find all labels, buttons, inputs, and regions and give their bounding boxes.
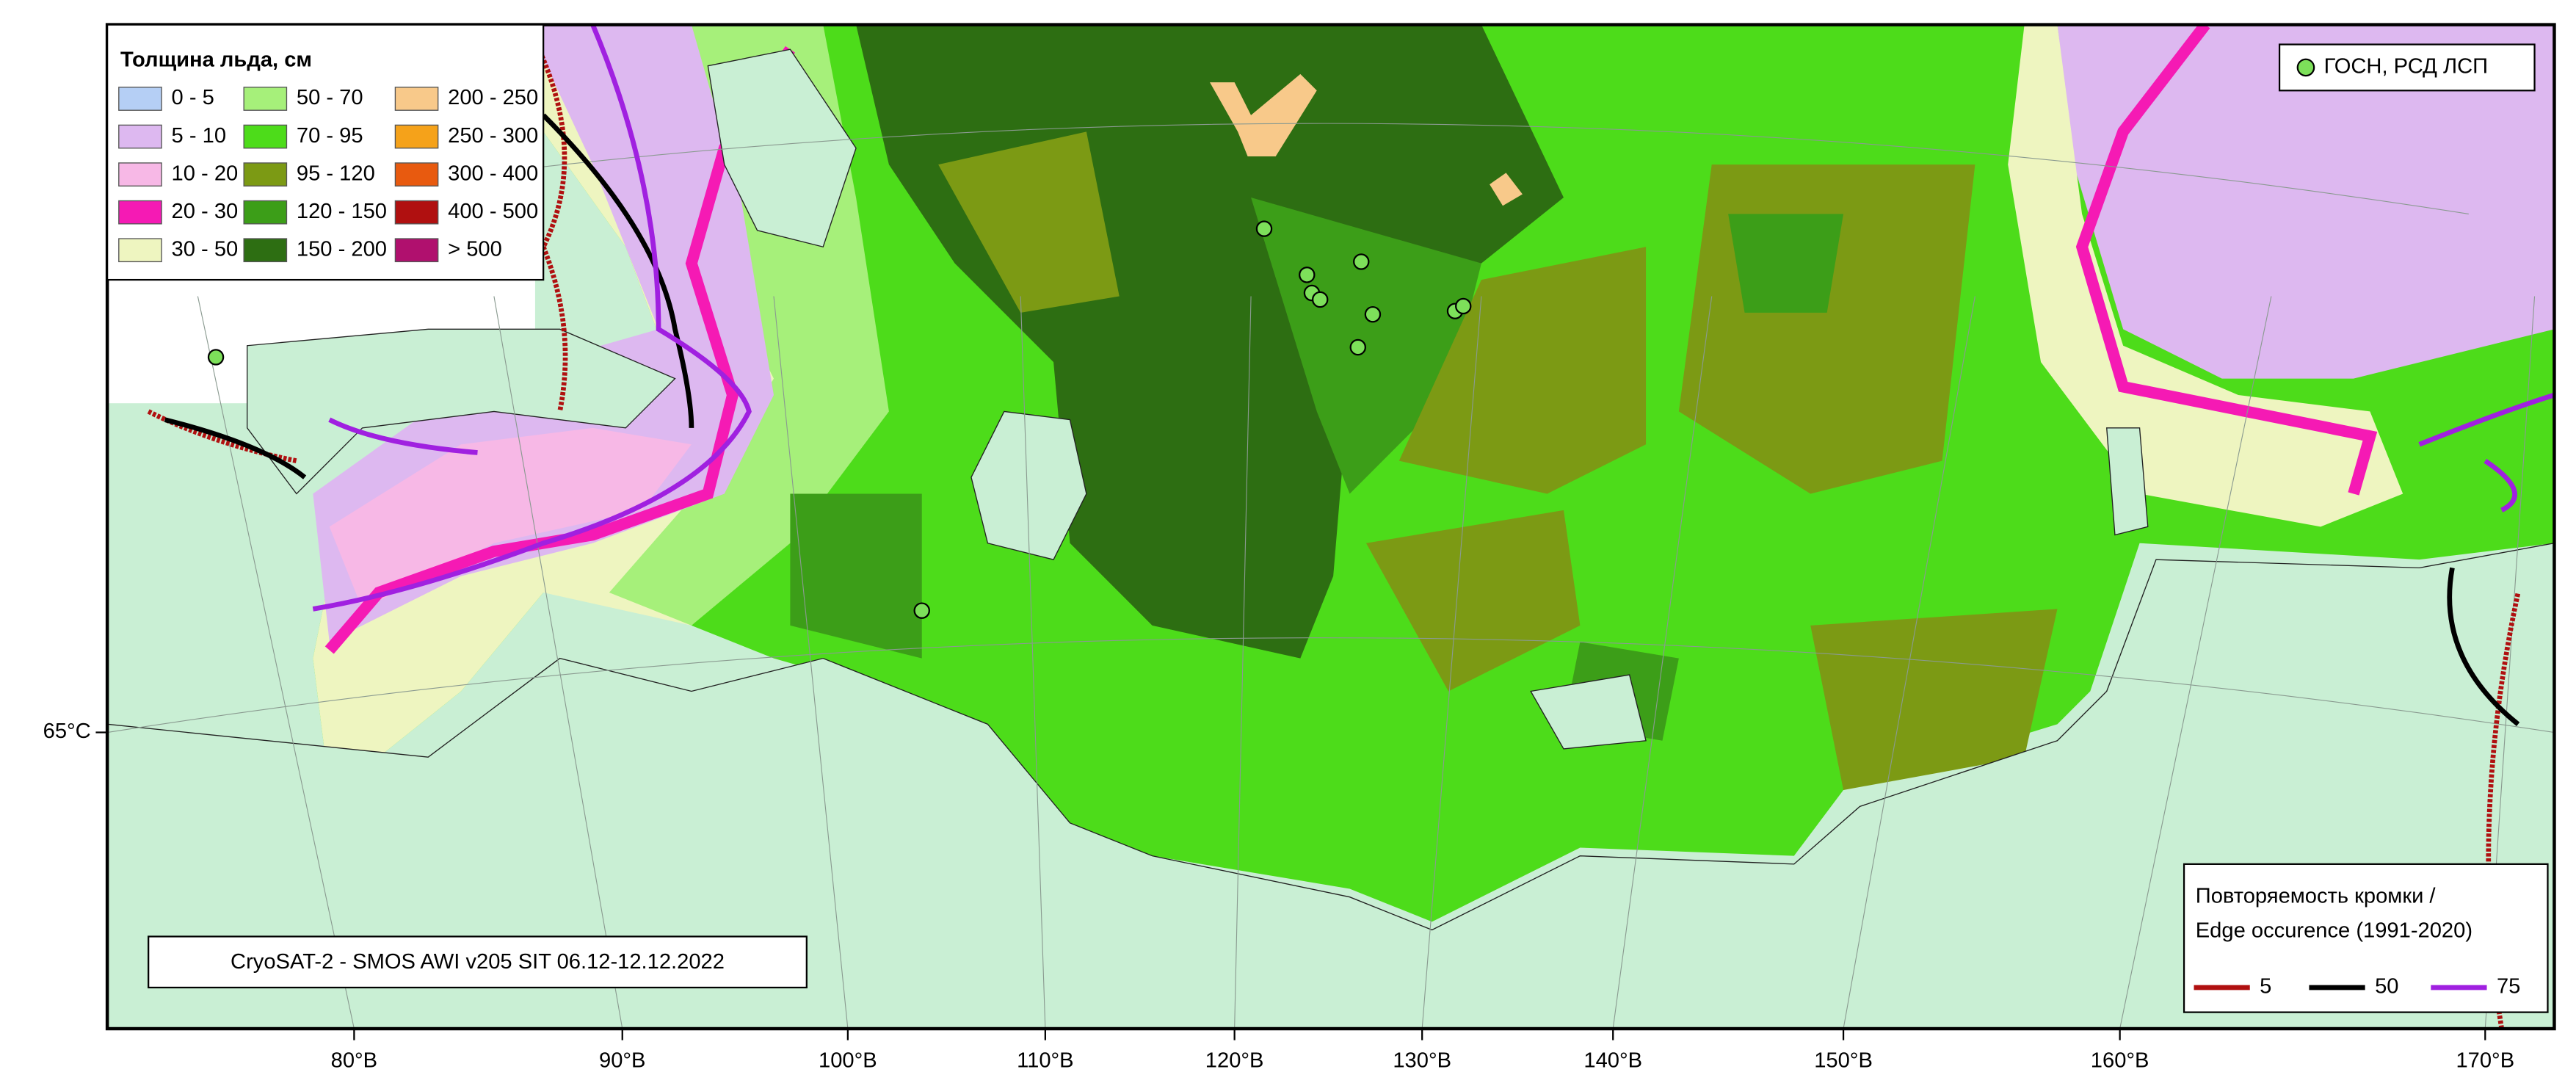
lon-label: 150°В [1814,1049,1873,1073]
legend-swatch [118,87,162,111]
map-area [107,24,2555,1029]
legend-title: Повторяемость кромки / [2196,884,2437,908]
legend-label: 75 [2497,975,2520,999]
ice-5-10 [2057,24,2555,379]
ice-95-120 [1365,510,1581,692]
legend-title: Толщина льда, см [120,48,312,72]
ice-legend: Толщина льда, см 0 - 5 5 - 10 10 - 20 20 - … [106,23,545,281]
legend-swatch [243,124,288,149]
lon-label: 100°В [819,1049,877,1073]
legend-swatch [118,238,162,263]
legend-label: 20 - 30 [172,200,239,223]
station [913,602,930,619]
caption: CryoSAT-2 - SMOS AWI v205 SIT 06.12-12.1… [148,935,808,989]
legend-label: 120 - 150 [297,200,387,223]
legend-box [2278,43,2536,92]
lon-label: 80°В [331,1049,377,1073]
legend-swatch [243,200,288,225]
legend-label: 50 [2375,975,2398,999]
legend-box [106,23,545,281]
ice-20-30 [2075,24,2378,496]
legend-label: 30 - 50 [172,237,239,261]
legend-swatch [394,87,439,111]
legend-label: 200 - 250 [448,86,538,109]
legend-label: 300 - 400 [448,162,538,185]
legend-swatch [394,162,439,186]
ice-95-120 [1398,247,1647,494]
island [1530,674,1647,750]
ice-30-50 [2008,24,2403,527]
graticule [107,123,2555,1029]
lon-label: 130°В [1393,1049,1451,1073]
station [1312,291,1329,308]
legend-label: 150 - 200 [297,237,387,261]
legend-label: > 500 [448,237,502,261]
lon-label: 170°В [2456,1049,2514,1073]
legend-label: 0 - 5 [172,86,214,109]
ice-20-30 [324,46,795,654]
lon-label: 160°В [2091,1049,2149,1073]
station [1353,253,1370,270]
edge-line-75 [312,24,2555,612]
lon-label: 110°В [1017,1049,1074,1073]
caption-text: CryoSAT-2 - SMOS AWI v205 SIT 06.12-12.1… [231,950,725,974]
lat-label: 65°С [43,720,91,743]
axis-labels: 65°С 80°В 90°В 100°В 110°В 120°В 130°В 140°В 15… [43,720,2515,1072]
legend-swatch [394,238,439,263]
legend-label: 250 - 300 [448,124,538,148]
stations [207,220,1472,619]
ice-200-250 [1210,73,1317,156]
legend-swatch [243,87,288,111]
ice-200-250 [1490,173,1523,206]
island [707,48,857,248]
caption-box [148,935,808,989]
ice-95-120 [1810,609,2058,790]
lon-label: 90°В [599,1049,645,1073]
lon-label: 140°В [1583,1049,1642,1073]
legend-label: 10 - 20 [172,162,239,185]
ice-95-120 [938,131,1120,313]
legend-title: Edge occurence (1991-2020) [2196,919,2472,942]
legend-label: ГОСН, РСД ЛСП [2324,55,2488,79]
legend-label: 5 - 10 [172,124,226,148]
legend-swatch [394,124,439,149]
island [970,410,1087,560]
station [1299,267,1316,283]
legend-swatch [394,200,439,225]
map-frame [105,23,2556,1031]
legend-label: 70 - 95 [297,124,363,148]
ice-120-150 [790,493,922,659]
island [2105,427,2149,536]
station-legend: ГОСН, РСД ЛСП [2278,43,2536,92]
legend-label: 5 [2260,975,2271,999]
edge-legend: Повторяемость кромки / Edge occurence (1… [2183,863,2549,1013]
legend-swatch [243,162,288,186]
ice-10-20 [329,427,692,609]
station [1349,338,1366,356]
legend-swatch [118,162,162,186]
coast [107,543,2555,1029]
legend-swatch [243,238,288,263]
ice-120-150 [1728,214,1844,313]
legend-label: 50 - 70 [297,86,363,109]
legend-marker [2296,58,2315,77]
lon-label: 120°В [1205,1049,1264,1073]
peninsula [246,328,676,495]
legend-swatch [118,124,162,149]
legend-label: 95 - 120 [297,162,375,185]
station [207,349,225,366]
station [1364,305,1382,323]
station [1455,297,1472,315]
legend-swatch [118,200,162,225]
station [1255,220,1273,237]
edge-line-50 [164,113,2520,726]
legend-label: 400 - 500 [448,200,538,223]
